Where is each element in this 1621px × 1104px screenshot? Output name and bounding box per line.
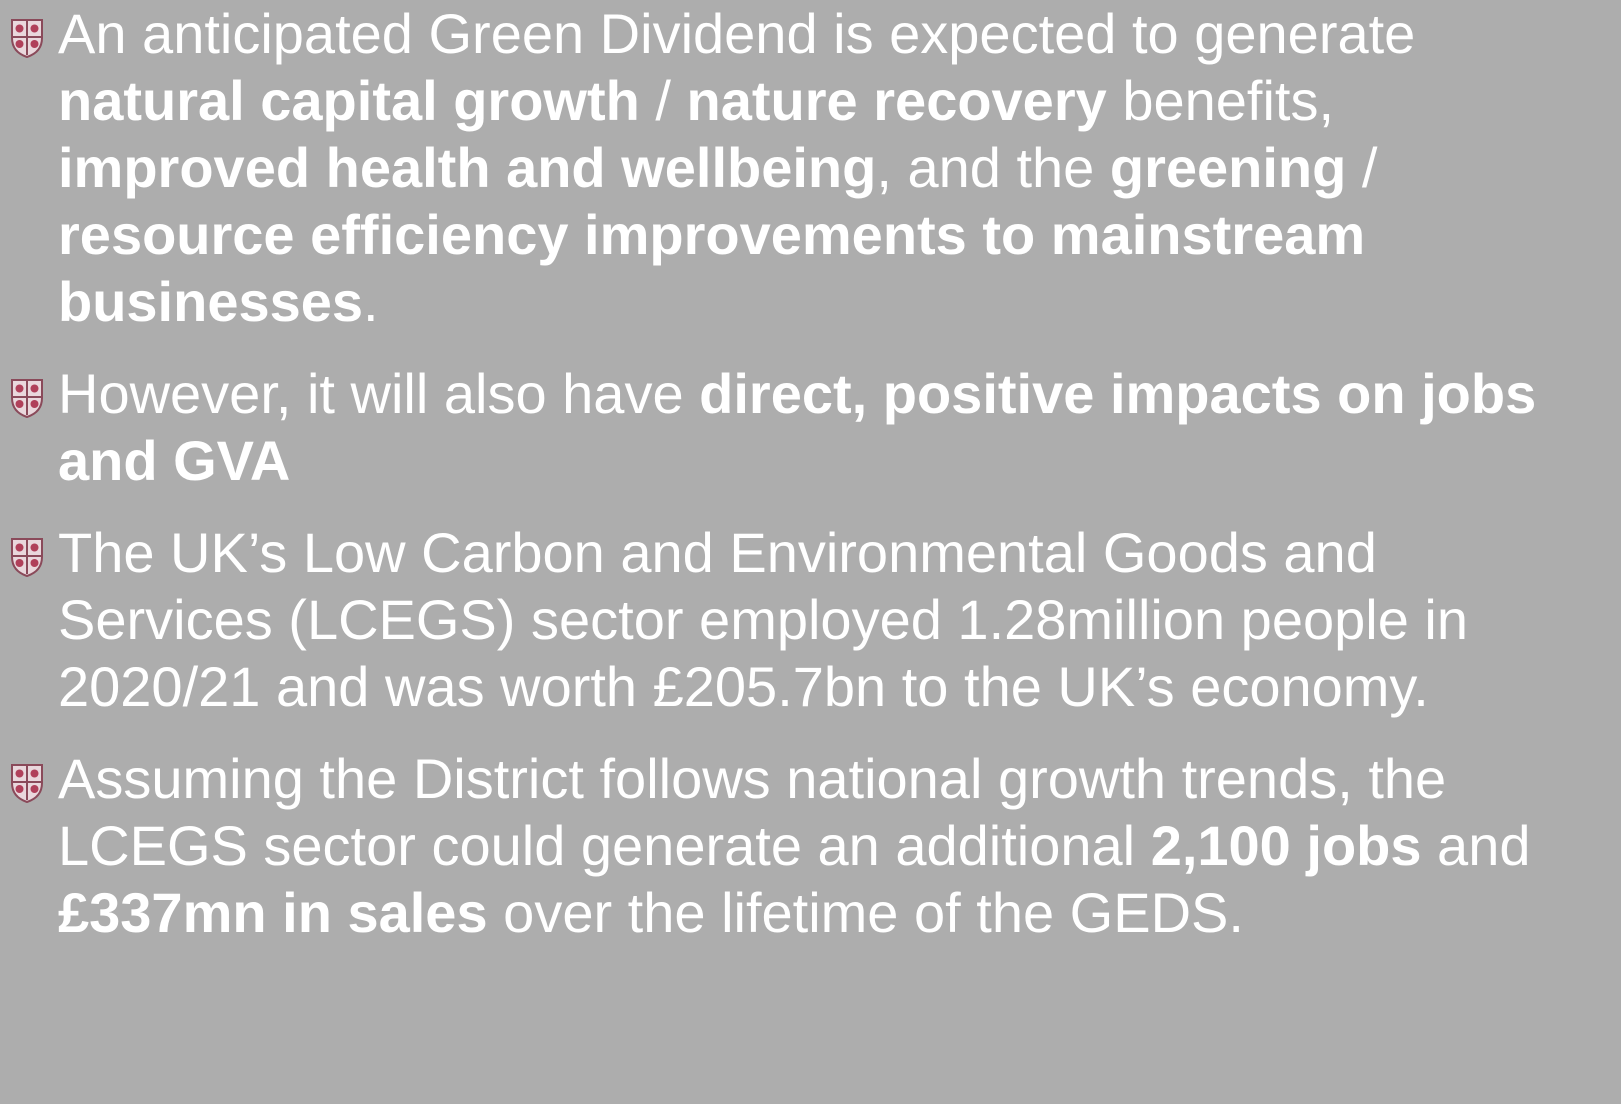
text: over the lifetime of the GEDS. bbox=[487, 881, 1244, 944]
text: / bbox=[1346, 136, 1378, 199]
text: . bbox=[363, 270, 379, 333]
bullet-item: Assuming the District follows national g… bbox=[0, 745, 1568, 946]
bullet-item: However, it will also have direct, posit… bbox=[0, 360, 1568, 494]
bold-text: resource efficiency improvements to main… bbox=[58, 203, 1366, 333]
text: Assuming the District follows national g… bbox=[58, 747, 1447, 877]
text: , and the bbox=[876, 136, 1110, 199]
bold-text: nature recovery bbox=[686, 69, 1107, 132]
bold-text: greening bbox=[1109, 136, 1347, 199]
bold-text: improved health and wellbeing bbox=[58, 136, 877, 199]
text: However, it will also have bbox=[58, 362, 700, 425]
bullet-icon bbox=[11, 538, 43, 577]
bold-text: 2,100 jobs bbox=[1150, 814, 1422, 877]
text: / bbox=[639, 69, 687, 132]
text: and bbox=[1421, 814, 1531, 877]
text: An anticipated Green Dividend is expecte… bbox=[58, 2, 1416, 65]
text: The UK’s Low Carbon and Environmental Go… bbox=[58, 521, 1468, 718]
text: benefits, bbox=[1106, 69, 1335, 132]
bold-text: natural capital growth bbox=[58, 69, 640, 132]
bullet-icon bbox=[11, 764, 43, 803]
bold-text: £337mn in sales bbox=[58, 881, 488, 944]
bold-text: direct, positive impacts on jobs and GVA bbox=[58, 362, 1537, 492]
bullet-item: The UK’s Low Carbon and Environmental Go… bbox=[0, 519, 1568, 720]
bullet-icon bbox=[11, 19, 43, 58]
bullet-icon bbox=[11, 379, 43, 418]
bullet-item: An anticipated Green Dividend is expecte… bbox=[0, 0, 1568, 335]
